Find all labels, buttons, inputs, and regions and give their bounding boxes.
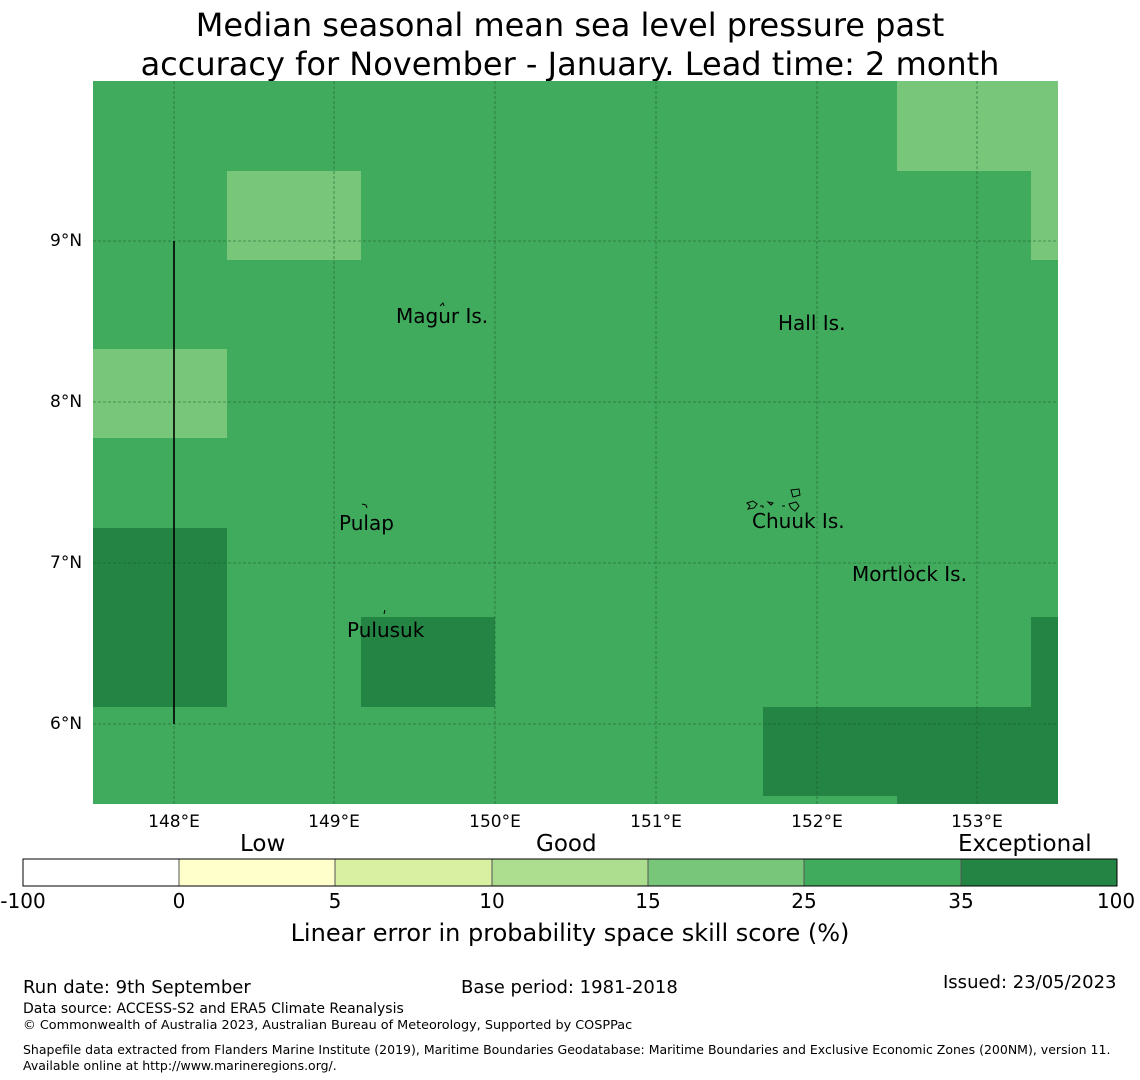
island-chuuk-5 bbox=[788, 501, 800, 512]
colorbar-tick-label: 5 bbox=[328, 889, 342, 913]
place-label-pulap: Pulap bbox=[339, 511, 394, 535]
place-label-pulusuk: Pulusuk bbox=[347, 618, 425, 642]
colorbar-category-low: Low bbox=[240, 831, 286, 857]
place-label-magur: Magur Is. bbox=[396, 304, 489, 328]
colorbar-segment bbox=[335, 859, 492, 886]
map-title-line-1: Median seasonal mean sea level pressure … bbox=[195, 6, 945, 44]
lat-tick-label: 6°N bbox=[50, 714, 83, 734]
island-pulusuk bbox=[383, 609, 386, 615]
colorbar-segment bbox=[492, 859, 648, 886]
place-label-mortlock: Mortlock Is. bbox=[852, 562, 967, 586]
issued-date: Issued: 23/05/2023 bbox=[943, 972, 1117, 993]
cell-dark-pulusuk bbox=[361, 617, 495, 707]
lat-tick-label: 7°N bbox=[50, 553, 83, 573]
lon-tick-label: 151°E bbox=[630, 812, 682, 832]
cell-light-north bbox=[227, 171, 361, 260]
island-pulap bbox=[361, 503, 368, 509]
colorbar-tick-label: 10 bbox=[479, 889, 505, 913]
colorbar-tick-label: 35 bbox=[948, 889, 974, 913]
cell-dark-west bbox=[93, 528, 227, 707]
island-chuuk-6 bbox=[760, 505, 764, 508]
colorbar-tick-label: 0 bbox=[172, 889, 186, 913]
shapefile-attribution: Shapefile data extracted from Flanders M… bbox=[23, 1042, 1111, 1073]
colorbar-tick-label: -100 bbox=[0, 889, 46, 913]
colorbar-frame bbox=[22, 858, 1118, 887]
island-mortlock bbox=[908, 564, 912, 569]
colorbar-segment bbox=[804, 859, 961, 886]
cell-light-west bbox=[93, 349, 227, 438]
lon-tick-label: 150°E bbox=[469, 812, 521, 832]
copyright-notice: © Commonwealth of Australia 2023, Austra… bbox=[23, 1018, 633, 1033]
cell-light-right-edge bbox=[1031, 171, 1058, 260]
colorbar-segment bbox=[179, 859, 335, 886]
cell-light-topright bbox=[897, 81, 1058, 171]
place-label-hall: Hall Is. bbox=[778, 311, 846, 335]
lon-tick-label: 152°E bbox=[791, 812, 843, 832]
lat-tick-label: 9°N bbox=[50, 231, 83, 251]
cell-dark-southeast bbox=[763, 707, 1058, 796]
island-chuuk-2 bbox=[746, 500, 758, 510]
cell-dark-right-edge bbox=[1031, 617, 1058, 707]
base-period: Base period: 1981-2018 bbox=[461, 977, 678, 998]
run-date: Run date: 9th September bbox=[23, 977, 251, 998]
lon-tick-label: 153°E bbox=[951, 812, 1003, 832]
lon-tick-label: 149°E bbox=[308, 812, 360, 832]
island-chuuk-1 bbox=[790, 488, 801, 498]
colorbar-tick-label: 25 bbox=[791, 889, 817, 913]
island-magur bbox=[439, 302, 445, 307]
colorbar-category-good: Good bbox=[536, 831, 597, 857]
colorbar-tick-label: 100 bbox=[1096, 889, 1136, 913]
colorbar-label: Linear error in probability space skill … bbox=[290, 919, 850, 947]
lat-tick-label: 8°N bbox=[50, 392, 83, 412]
cell-dark-southeast-bottom bbox=[897, 796, 1058, 804]
colorbar-segment bbox=[961, 859, 1117, 886]
colorbar-category-exceptional: Exceptional bbox=[958, 831, 1092, 857]
colorbar-segment bbox=[648, 859, 804, 886]
island-chuuk-3 bbox=[766, 501, 775, 506]
lon-tick-label: 148°E bbox=[148, 812, 200, 832]
data-source: Data source: ACCESS-S2 and ERA5 Climate … bbox=[23, 1001, 404, 1017]
map-title-line-2: accuracy for November - January. Lead ti… bbox=[140, 45, 1000, 83]
place-label-chuuk: Chuuk Is. bbox=[752, 509, 845, 533]
colorbar-tick-label: 15 bbox=[635, 889, 661, 913]
colorbar-segment bbox=[23, 859, 179, 886]
